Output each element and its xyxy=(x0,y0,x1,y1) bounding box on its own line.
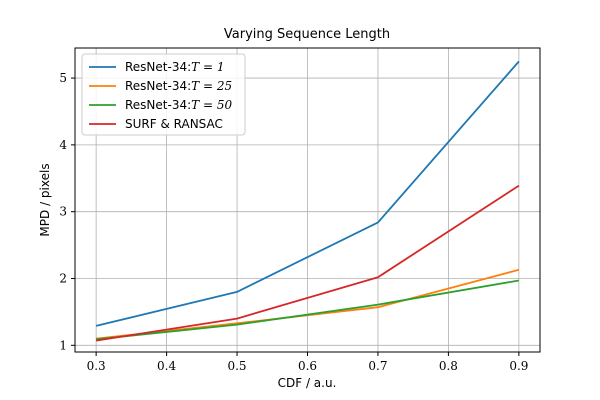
legend-label-math: T = 1 xyxy=(191,60,224,74)
series-line-2 xyxy=(96,279,520,341)
legend-label-text: ResNet-34: xyxy=(125,79,191,93)
legend-label: ResNet-34:T = 25 xyxy=(125,79,232,93)
legend-box xyxy=(81,53,246,136)
y-tick-label: 2 xyxy=(59,272,67,286)
y-tick-label: 4 xyxy=(59,138,67,152)
y-tick-label: 1 xyxy=(59,338,67,352)
x-tick-label: 0.7 xyxy=(368,359,387,373)
y-axis-ticks: 1 2 3 4 5 xyxy=(59,71,75,352)
x-tick-label: 0.5 xyxy=(227,359,246,373)
x-tick-label: 0.6 xyxy=(298,359,317,373)
x-axis-ticks: 0.3 0.4 0.5 0.6 0.7 0.8 0.9 xyxy=(87,352,528,373)
legend-label-text: ResNet-34: xyxy=(125,60,191,74)
legend-label: SURF & RANSAC xyxy=(125,117,223,131)
y-tick-label: 5 xyxy=(59,71,67,85)
series-line-0 xyxy=(95,60,520,327)
x-axis-label: CDF / a.u. xyxy=(278,376,337,390)
legend-label: ResNet-34:T = 50 xyxy=(125,98,232,112)
x-tick-label: 0.3 xyxy=(87,359,106,373)
legend-label-text: SURF & RANSAC xyxy=(125,117,223,131)
x-tick-label: 0.8 xyxy=(439,359,458,373)
legend-label-math: T = 25 xyxy=(191,79,232,93)
y-axis-label: MPD / pixels xyxy=(38,163,52,236)
y-tick-label: 3 xyxy=(59,205,67,219)
legend-label-text: ResNet-34: xyxy=(125,98,191,112)
x-tick-label: 0.4 xyxy=(157,359,176,373)
legend-label: ResNet-34:T = 1 xyxy=(125,60,224,74)
series-lines xyxy=(95,60,520,342)
series-line-3 xyxy=(95,184,520,342)
chart-title: Varying Sequence Length xyxy=(224,27,390,42)
x-tick-label: 0.9 xyxy=(509,359,528,373)
legend-label-math: T = 50 xyxy=(191,98,232,112)
